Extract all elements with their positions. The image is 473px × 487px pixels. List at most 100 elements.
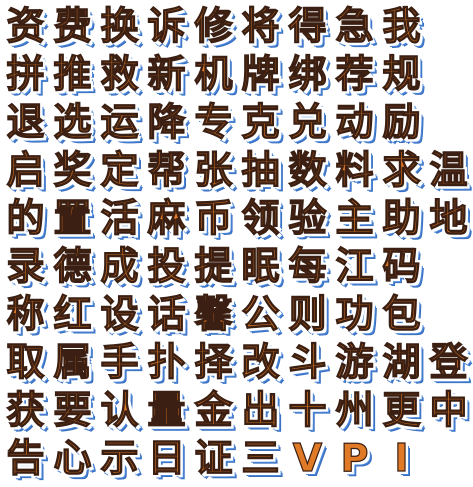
glyph: 斗	[284, 338, 331, 386]
glyph: 中	[425, 386, 472, 434]
glyph: 励	[378, 98, 425, 146]
glyph: 新	[143, 50, 190, 98]
glyph: I	[378, 434, 425, 482]
glyph: 成	[96, 242, 143, 290]
glyph: 湖	[378, 338, 425, 386]
glyph: 投	[143, 242, 190, 290]
glyph-row: 获 要 认 量 金 出 十 州 更 中	[2, 386, 472, 434]
glyph-row: 拼 推 救 新 机 牌 绑 荐 规	[2, 50, 425, 98]
glyph: 活	[96, 194, 143, 242]
glyph: 扑	[143, 338, 190, 386]
glyph: 告	[2, 434, 49, 482]
glyph: 包	[378, 290, 425, 338]
glyph: 置	[49, 194, 96, 242]
glyph: 奖	[49, 146, 96, 194]
glyph: 要	[49, 386, 96, 434]
glyph: 验	[284, 194, 331, 242]
glyph: 兑	[284, 98, 331, 146]
glyph: 推	[49, 50, 96, 98]
glyph: 日	[143, 434, 190, 482]
glyph: 规	[378, 50, 425, 98]
glyph: 料	[331, 146, 378, 194]
glyph-row: 启 奖 定 帮 张 抽 数 料 求 温	[2, 146, 472, 194]
glyph-row: 录 德 成 投 提 眠 每 江 码	[2, 242, 425, 290]
glyph: 温	[425, 146, 472, 194]
glyph-row: 资 费 换 诉 修 将 得 急 我	[2, 2, 425, 50]
glyph: 录	[2, 242, 49, 290]
glyph: 江	[331, 242, 378, 290]
glyph: 金	[190, 386, 237, 434]
glyph: 每	[284, 242, 331, 290]
glyph-row: 的 置 活 麻 币 领 验 主 助 地	[2, 194, 472, 242]
glyph: 德	[49, 242, 96, 290]
glyph: 提	[190, 242, 237, 290]
glyph: 运	[96, 98, 143, 146]
glyph: 克	[237, 98, 284, 146]
glyph: 机	[190, 50, 237, 98]
glyph: 修	[190, 2, 237, 50]
glyph: 量	[143, 386, 190, 434]
glyph: 州	[331, 386, 378, 434]
glyph: 换	[96, 2, 143, 50]
glyph: 定	[96, 146, 143, 194]
glyph: 将	[237, 2, 284, 50]
glyph: 功	[331, 290, 378, 338]
glyph: 费	[49, 2, 96, 50]
glyph: 十	[284, 386, 331, 434]
glyph: 红	[49, 290, 96, 338]
glyph: 麻	[143, 194, 190, 242]
glyph: 资	[2, 2, 49, 50]
glyph: 助	[378, 194, 425, 242]
glyph: 游	[331, 338, 378, 386]
glyph: 改	[237, 338, 284, 386]
glyph-row: 称 红 设 话 馨 公 则 功 包	[2, 290, 425, 338]
glyph: 三	[237, 434, 284, 482]
glyph: 示	[96, 434, 143, 482]
glyph: 诉	[143, 2, 190, 50]
glyph: 取	[2, 338, 49, 386]
glyph: 手	[96, 338, 143, 386]
glyph: 降	[143, 98, 190, 146]
glyph: 选	[49, 98, 96, 146]
glyph: 领	[237, 194, 284, 242]
glyph: 数	[284, 146, 331, 194]
glyph: 退	[2, 98, 49, 146]
glyph: 帮	[143, 146, 190, 194]
glyph: 称	[2, 290, 49, 338]
glyph: 馨	[190, 290, 237, 338]
glyph: 拼	[2, 50, 49, 98]
glyph: 更	[378, 386, 425, 434]
glyph: 认	[96, 386, 143, 434]
glyph: 登	[425, 338, 472, 386]
glyph: 绑	[284, 50, 331, 98]
glyph: 抽	[237, 146, 284, 194]
glyph: 出	[237, 386, 284, 434]
glyph: 动	[331, 98, 378, 146]
glyph: 牌	[237, 50, 284, 98]
glyph: 眠	[237, 242, 284, 290]
glyph: 荐	[331, 50, 378, 98]
glyph: 话	[143, 290, 190, 338]
glyph: V	[284, 434, 331, 482]
glyph: 的	[2, 194, 49, 242]
glyph: 证	[190, 434, 237, 482]
glyph: 救	[96, 50, 143, 98]
glyph: 主	[331, 194, 378, 242]
glyph: P	[331, 434, 378, 482]
glyph: 启	[2, 146, 49, 194]
glyph: 币	[190, 194, 237, 242]
glyph: 属	[49, 338, 96, 386]
glyph: 设	[96, 290, 143, 338]
glyph-row: 告 心 示 日 证 三 V P I	[2, 434, 425, 482]
glyph: 求	[378, 146, 425, 194]
glyph: 择	[190, 338, 237, 386]
glyph: 专	[190, 98, 237, 146]
glyph: 我	[378, 2, 425, 50]
glyph: 公	[237, 290, 284, 338]
glyph: 获	[2, 386, 49, 434]
glyph-row: 退 选 运 降 专 克 兑 动 励	[2, 98, 425, 146]
glyph: 码	[378, 242, 425, 290]
glyph: 张	[190, 146, 237, 194]
glyph-row: 取 属 手 扑 择 改 斗 游 湖 登	[2, 338, 472, 386]
